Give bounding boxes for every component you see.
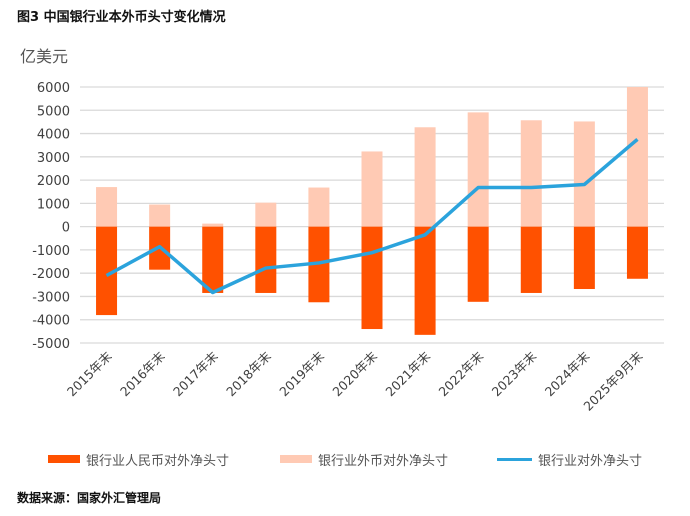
- y-tick-label: 4000: [37, 128, 70, 143]
- x-tick-label: 2016年末: [117, 348, 168, 399]
- bar-rmb-9: [573, 226, 595, 290]
- y-tick-label: 5000: [37, 104, 70, 119]
- bar-rmb-0: [96, 226, 118, 316]
- bar-fx-2: [202, 223, 224, 227]
- net-position-line: [105, 138, 639, 295]
- x-tick-label: 2020年末: [329, 348, 380, 399]
- legend-swatch-net-line: [497, 457, 532, 461]
- bar-fx-6: [414, 127, 436, 227]
- bar-rmb-7: [467, 226, 489, 302]
- y-tick-label: -5000: [32, 337, 70, 352]
- bar-fx-3: [255, 202, 277, 227]
- y-tick-label: 0: [62, 221, 70, 236]
- y-tick-label: 6000: [37, 81, 70, 96]
- legend-item-net: 银行业对外净头寸: [497, 449, 642, 469]
- x-tick-label: 2022年末: [436, 348, 487, 399]
- x-tick-label: 2015年末: [64, 348, 115, 399]
- bar-fx-8: [520, 120, 542, 227]
- y-tick-label: 2000: [37, 174, 70, 189]
- bar-fx-7: [467, 112, 489, 227]
- bar-fx-10: [626, 87, 648, 227]
- x-tick-label: 2021年末: [382, 348, 433, 399]
- legend-item-rmb: 银行业人民币对外净头寸: [48, 449, 229, 469]
- bar-fx-4: [308, 187, 330, 227]
- x-axis-ticks: 2015年末 2016年末 2017年末 2018年末 2019年末 2020年末 2021…: [64, 348, 646, 414]
- bar-rmb-8: [520, 226, 542, 293]
- bar-fx-1: [149, 204, 171, 227]
- data-source: 数据来源：国家外汇管理局: [17, 491, 162, 505]
- bar-fx-5: [361, 151, 383, 227]
- bar-rmb-10: [626, 226, 648, 279]
- x-tick-label: 2024年末: [542, 348, 593, 399]
- legend-label-rmb: 银行业人民币对外净头寸: [86, 453, 230, 469]
- bars: [96, 87, 648, 335]
- bar-rmb-2: [202, 226, 224, 293]
- legend-label-net: 银行业对外净头寸: [538, 453, 643, 469]
- legend-item-fx: 银行业外币对外净头寸: [280, 449, 448, 469]
- y-axis-unit-label: 亿美元: [20, 47, 69, 66]
- x-tick-label: 2017年末: [170, 348, 221, 399]
- x-tick-label: 2023年末: [489, 348, 540, 399]
- bar-rmb-5: [361, 226, 383, 330]
- chart-plot: 6000 5000 4000 3000 2000 1000 0 -1000 -2000 -3000…: [32, 81, 664, 414]
- y-tick-label: -3000: [32, 290, 70, 305]
- y-tick-label: -1000: [32, 244, 70, 259]
- legend-swatch-rmb: [48, 455, 80, 463]
- legend-label-fx: 银行业外币对外净头寸: [318, 453, 449, 469]
- chart-title: 图3 中国银行业本外币头寸变化情况: [17, 10, 226, 25]
- bar-fx-0: [96, 187, 118, 227]
- y-tick-label: 3000: [37, 151, 70, 166]
- y-tick-label: 1000: [37, 197, 70, 212]
- bar-rmb-3: [255, 226, 277, 293]
- y-axis-ticks: 6000 5000 4000 3000 2000 1000 0 -1000 -2000 -3000…: [32, 81, 70, 352]
- bar-fx-9: [573, 121, 595, 227]
- y-tick-label: -2000: [32, 267, 70, 282]
- x-tick-label: 2018年末: [223, 348, 274, 399]
- y-tick-label: -4000: [32, 314, 70, 329]
- bar-rmb-6: [414, 226, 436, 335]
- x-tick-label: 2019年末: [276, 348, 327, 399]
- legend-swatch-fx: [280, 455, 312, 463]
